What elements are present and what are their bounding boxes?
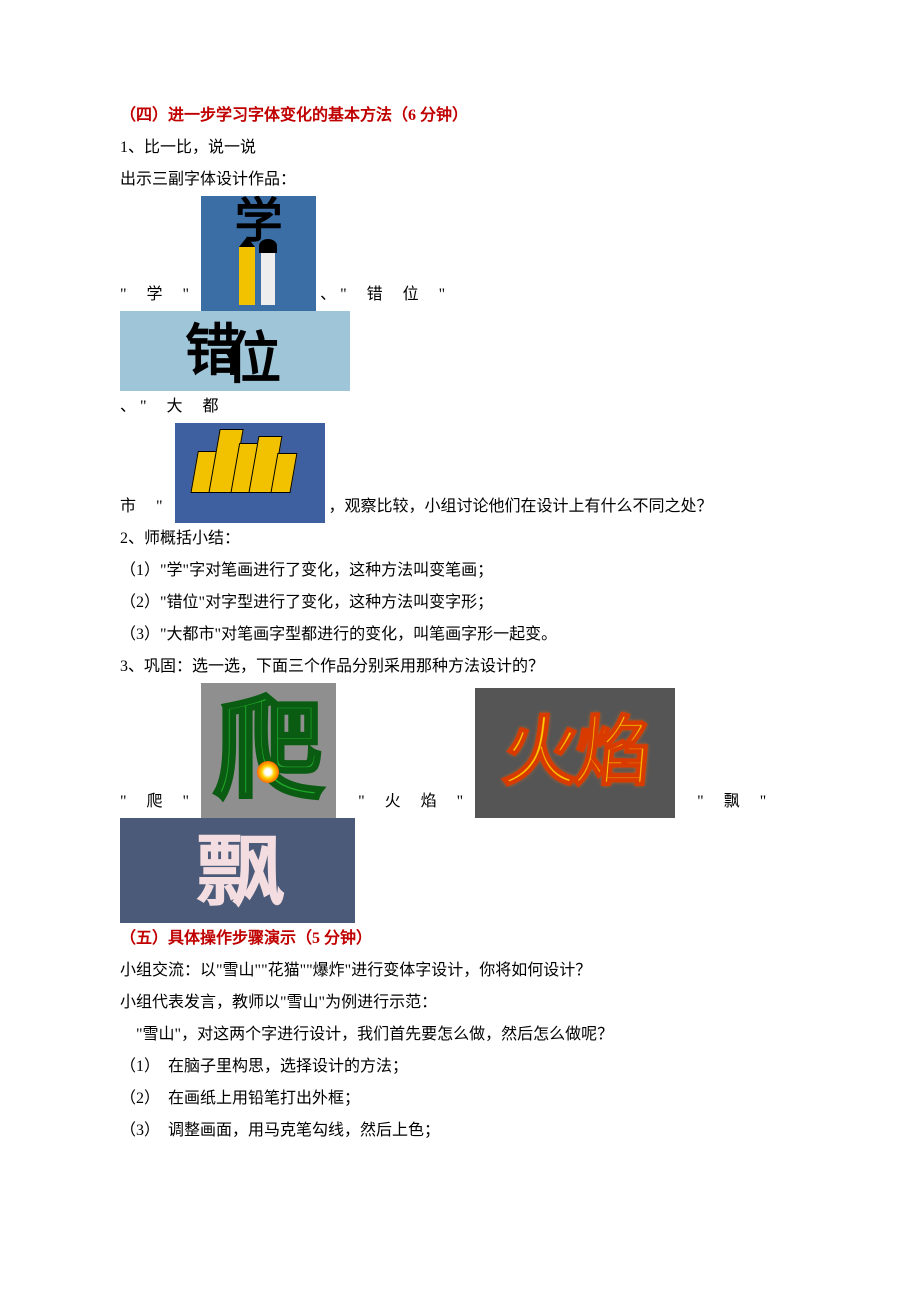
skyline-icon xyxy=(188,429,299,505)
artwork-cuowei: 错位 xyxy=(120,311,350,391)
artwork-row-2b: 飘 xyxy=(120,818,800,923)
artwork-piao-glyph: 飘 xyxy=(196,793,279,949)
artwork-xue: 学 xyxy=(201,196,316,311)
artwork-huoyan: 火焰 xyxy=(475,688,675,818)
artwork-row-1b: 市 " ，观察比较，小组讨论他们在设计上有什么不同之处？ xyxy=(120,423,800,523)
s5-s1: （1） 在脑子里构思，选择设计的方法； xyxy=(120,1051,800,1083)
s4-li1: （1）"学"字对笔画进行了变化，这种方法叫变笔画； xyxy=(120,555,800,587)
s4-p3: 2、师概括小结： xyxy=(120,523,800,555)
artwork-dadushi xyxy=(175,423,325,523)
s4-q1: ，观察比较，小组讨论他们在设计上有什么不同之处？ xyxy=(329,498,713,515)
artwork-xue-glyph: 学 xyxy=(219,202,298,246)
artwork-piao: 飘 xyxy=(120,818,355,923)
huoyan-text: 火焰 xyxy=(497,688,654,818)
s5-s3: （3） 调整画面，用马克笔勾线，然后上色； xyxy=(120,1115,800,1147)
artwork-row-1: " 学 " 学 、 " 错 位 " 错位 、 " 大 都 xyxy=(120,196,800,423)
document-page: （四）进一步学习字体变化的基本方法（6 分钟） 1、比一比，说一说 出示三副字体… xyxy=(0,0,920,1247)
s5-s2: （2） 在画纸上用铅笔打出外框； xyxy=(120,1083,800,1115)
label-cuowei: " 错 位 " xyxy=(340,286,453,303)
label-piao: " 飘 " xyxy=(697,793,774,810)
spiral-icon xyxy=(257,761,279,783)
artwork-cuowei-glyph: 错位 xyxy=(185,295,285,407)
cuowei-b: 位 xyxy=(225,303,275,415)
label-dadu-head: 市 " xyxy=(120,498,171,515)
label-pa: " 爬 " xyxy=(120,793,197,810)
s4-p1: 1、比一比，说一说 xyxy=(120,132,800,164)
s4-p2: 出示三副字体设计作品： xyxy=(120,164,800,196)
section-4-heading: （四）进一步学习字体变化的基本方法（6 分钟） xyxy=(120,100,800,132)
separator-1: 、 xyxy=(320,286,336,303)
label-huoyan: " 火 焰 " xyxy=(358,793,471,810)
artwork-huoyan-glyph: 火焰 xyxy=(475,688,675,818)
s5-p1: 小组交流：以"雪山""花猫""爆炸"进行变体字设计，你将如何设计？ xyxy=(120,955,800,987)
s4-li2: （2）"错位"对字型进行了变化，这种方法叫变字形； xyxy=(120,587,800,619)
separator-2: 、 xyxy=(120,398,136,415)
s5-p2: 小组代表发言，教师以"雪山"为例进行示范： xyxy=(120,987,800,1019)
s5-p3: "雪山"，对这两个字进行设计，我们首先要怎么做，然后怎么做呢？ xyxy=(120,1019,800,1051)
